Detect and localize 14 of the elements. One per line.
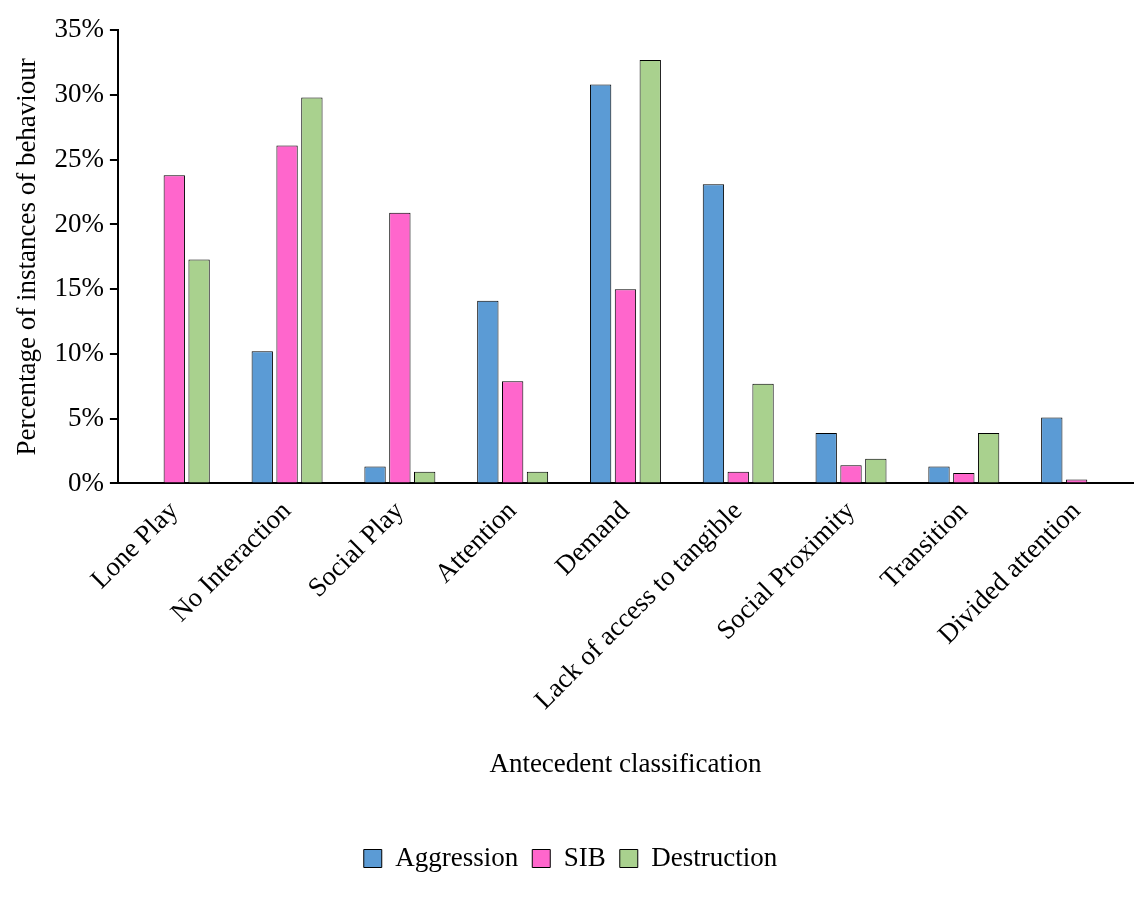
y-tick-label: 30% [54,78,104,109]
y-axis-title: Percentage of instances of behaviour [11,58,42,456]
y-tick-label: 10% [54,337,104,368]
y-tick-label: 20% [54,207,104,238]
y-tick-label: 35% [54,13,104,44]
legend-label: SIB [563,841,606,872]
x-axis-title: Antecedent classification [489,747,763,778]
y-tick-label: 15% [54,272,104,303]
y-tick-label: 25% [54,142,104,173]
legend-label: Destruction [651,841,778,872]
x-tick-label: Lone Play [84,494,184,595]
y-tick-label: 0% [67,466,104,497]
legend-label: Aggression [395,841,519,872]
y-tick-label: 5% [67,401,104,432]
